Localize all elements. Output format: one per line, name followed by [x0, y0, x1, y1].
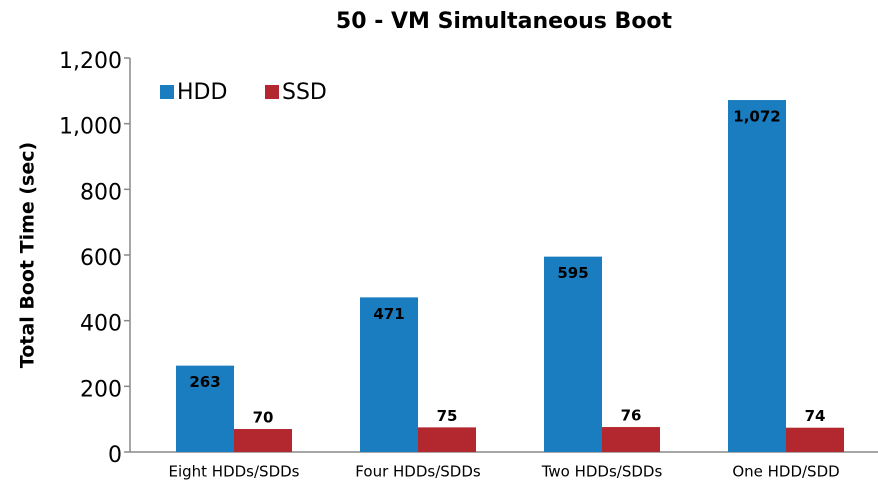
data-label: 74	[805, 407, 826, 425]
y-axis-label: Total Boot Time (sec)	[17, 142, 39, 368]
data-label: 75	[437, 407, 458, 425]
data-label: 76	[621, 407, 642, 425]
y-tick-label: 1,000	[59, 115, 122, 140]
x-tick-label: Eight HDDs/SDDs	[168, 463, 299, 481]
legend-label: SSD	[282, 80, 327, 105]
bar	[786, 427, 844, 452]
y-tick-label: 600	[80, 246, 122, 271]
legend-swatch	[265, 85, 279, 99]
y-tick-label: 1,200	[59, 49, 122, 74]
y-tick-label: 400	[80, 312, 122, 337]
x-tick-label: Four HDDs/SDDs	[355, 463, 481, 481]
y-tick-label: 200	[80, 377, 122, 402]
legend-swatch	[160, 85, 174, 99]
x-tick-label: Two HDDs/SDDs	[541, 463, 663, 481]
bar	[234, 429, 292, 452]
data-label: 70	[253, 409, 274, 427]
legend-label: HDD	[177, 80, 227, 105]
bar	[360, 297, 418, 452]
bar	[602, 427, 660, 452]
bar	[728, 100, 786, 452]
data-label: 1,072	[733, 108, 780, 126]
chart-title: 50 - VM Simultaneous Boot	[336, 9, 673, 34]
bar	[176, 365, 234, 452]
data-label: 263	[189, 373, 220, 391]
bar	[418, 427, 476, 452]
x-tick-label: One HDD/SDD	[732, 463, 839, 481]
data-label: 595	[557, 264, 588, 282]
y-tick-label: 0	[108, 443, 122, 468]
data-label: 471	[373, 305, 404, 323]
y-tick-label: 800	[80, 180, 122, 205]
bar	[544, 256, 602, 452]
